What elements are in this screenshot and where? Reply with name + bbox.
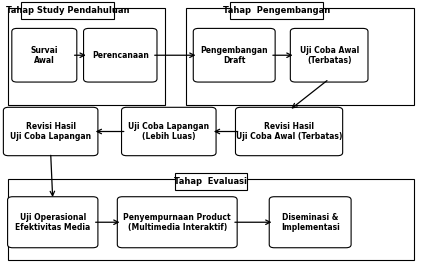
Text: Tahap Study Pendahuluan: Tahap Study Pendahuluan: [6, 6, 130, 15]
FancyBboxPatch shape: [84, 28, 157, 82]
Text: Uji Operasional
Efektivitas Media: Uji Operasional Efektivitas Media: [15, 213, 90, 232]
FancyBboxPatch shape: [193, 28, 275, 82]
FancyBboxPatch shape: [290, 28, 368, 82]
FancyBboxPatch shape: [12, 28, 77, 82]
Text: Penyempurnaan Product
(Multimedia Interaktif): Penyempurnaan Product (Multimedia Intera…: [123, 213, 231, 232]
FancyBboxPatch shape: [8, 179, 414, 260]
Text: Tahap  Evaluasi: Tahap Evaluasi: [175, 177, 247, 186]
Text: Perencanaan: Perencanaan: [92, 51, 149, 60]
FancyBboxPatch shape: [186, 8, 414, 105]
FancyBboxPatch shape: [230, 2, 323, 19]
Text: Revisi Hasil
Uji Coba Lapangan: Revisi Hasil Uji Coba Lapangan: [10, 122, 91, 141]
Text: Uji Coba Awal
(Terbatas): Uji Coba Awal (Terbatas): [300, 45, 359, 65]
Text: Revisi Hasil
Uji Coba Awal (Terbatas): Revisi Hasil Uji Coba Awal (Terbatas): [236, 122, 342, 141]
Text: Tahap  Pengembangan: Tahap Pengembangan: [223, 6, 330, 15]
Text: Diseminasi &
Implementasi: Diseminasi & Implementasi: [281, 213, 340, 232]
FancyBboxPatch shape: [22, 2, 114, 19]
FancyBboxPatch shape: [3, 107, 98, 156]
Text: Uji Coba Lapangan
(Lebih Luas): Uji Coba Lapangan (Lebih Luas): [128, 122, 209, 141]
FancyBboxPatch shape: [8, 197, 98, 248]
Text: Survai
Awal: Survai Awal: [30, 45, 58, 65]
FancyBboxPatch shape: [8, 8, 165, 105]
FancyBboxPatch shape: [122, 107, 216, 156]
FancyBboxPatch shape: [235, 107, 343, 156]
FancyBboxPatch shape: [117, 197, 237, 248]
Text: Pengembangan
Draft: Pengembangan Draft: [200, 45, 268, 65]
FancyBboxPatch shape: [269, 197, 351, 248]
FancyBboxPatch shape: [175, 173, 247, 190]
